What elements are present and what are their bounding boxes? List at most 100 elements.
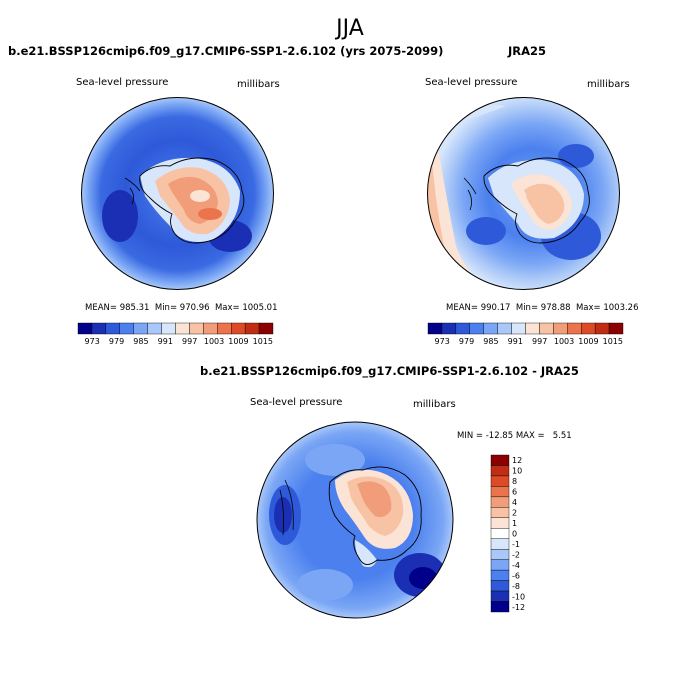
panel2-colorbar-swatch — [581, 322, 596, 335]
panel2-colorbar-swatch — [553, 322, 568, 335]
panel1-colorbar-swatch — [175, 322, 190, 335]
panel3-colorbar-swatch — [490, 528, 510, 539]
panel2-coastline — [483, 157, 590, 244]
panel1-map-border — [81, 97, 274, 290]
panel1-min: 970.96 — [179, 303, 210, 313]
panel3-colorbar-tick-label: -8 — [512, 582, 520, 591]
panel3-colorbar-tick-label: -4 — [512, 561, 520, 570]
panel3-colorbar-tick-label: 4 — [512, 498, 517, 507]
panel2-polar-map — [427, 97, 620, 290]
panel1-colorbar-swatch — [258, 322, 274, 335]
panel1-low-pressure-cell — [102, 190, 138, 242]
panel2-colorbar-swatch — [455, 322, 470, 335]
panel1-colorbar-swatch — [244, 322, 260, 335]
panel2-colorbar-tick-label: 997 — [532, 337, 547, 346]
panel1-mean: 985.31 — [119, 303, 150, 313]
panel1-colorbar-tick-label: 997 — [182, 337, 197, 346]
panel1-colorbar-swatch — [231, 322, 246, 335]
panel3-colorbar-swatch — [490, 517, 510, 529]
panel1-colorbar-swatch — [119, 322, 134, 335]
panel2-colorbar: 973 979 985 991 997 1003 1009 1015 — [427, 322, 624, 346]
panel1-left-label: Sea-level pressure — [76, 77, 169, 88]
panel1-right-label: millibars — [237, 79, 280, 90]
panel3-colorbar-swatch — [490, 580, 510, 592]
panel3-colorbar-tick-label: -2 — [512, 550, 520, 559]
panel3-colorbar-tick-label: 2 — [512, 509, 517, 518]
panel1-colorbar-tick-label: 1009 — [228, 337, 248, 346]
panel2-colorbar-swatch — [441, 322, 457, 335]
panel3-colorbar-tick-label: 0 — [512, 530, 517, 539]
panel3-colorbar-swatch — [490, 486, 510, 498]
panel2-colorbar-swatch — [497, 322, 512, 335]
panel1-colorbar-swatch — [133, 322, 148, 335]
panel2-colorbar-swatch — [511, 322, 526, 335]
panel3-colorbar-tick-label: 8 — [512, 477, 517, 486]
panel3-colorbar-tick-label: 10 — [512, 467, 522, 476]
panel1-colorbar-tick-label: 979 — [109, 337, 124, 346]
panel1-polar-map — [81, 97, 274, 290]
panel2-title: JRA25 — [508, 44, 547, 58]
panel3-colorbar-swatch — [490, 548, 510, 560]
panel2-colorbar-tick-label: 979 — [459, 337, 474, 346]
panel1-colorbar-tick-label: 973 — [85, 337, 100, 346]
panel3-colorbar-tick-label: -10 — [512, 592, 525, 601]
panel2-colorbar-tick-label: 1015 — [603, 337, 623, 346]
panel1-colorbar-swatch — [77, 322, 93, 335]
panel2-right-label: millibars — [587, 79, 630, 90]
panel2-min: 978.88 — [540, 303, 571, 313]
panel1-coastline — [139, 157, 245, 244]
panel1-colorbar-tick-label: 1015 — [253, 337, 273, 346]
panel2-colorbar-swatch — [594, 322, 610, 335]
panel1-colorbar-tick-label: 985 — [133, 337, 148, 346]
panel3-stats: MIN = -12.85 MAX = 5.51 — [457, 431, 572, 441]
panel3-colorbar-swatch — [490, 601, 510, 613]
panel2-map-border — [427, 97, 620, 290]
panel3-colorbar-swatch — [490, 507, 510, 518]
panel3-colorbar-swatch — [490, 538, 510, 550]
panel3-colorbar-swatch — [490, 496, 510, 508]
panel3-colorbar-tick-label: -12 — [512, 603, 525, 612]
panel2-colorbar-swatch — [469, 322, 484, 335]
panel2-colorbar-tick-label: 991 — [508, 337, 523, 346]
panel1-colorbar-swatch — [189, 322, 204, 335]
panel2-colorbar-tick-label: 1009 — [578, 337, 598, 346]
panel2-colorbar-swatch — [567, 322, 582, 335]
panel1-colorbar-swatch — [147, 322, 162, 335]
panel3-left-label: Sea-level pressure — [250, 397, 343, 408]
panel2-max: 1003.26 — [603, 303, 639, 313]
panel2-stats: MEAN= 990.17 Min= 978.88 Max= 1003.26 — [446, 303, 639, 313]
panel2-colorbar-swatch — [427, 322, 443, 335]
panel3-map-border — [256, 421, 454, 619]
panel2-colorbar-tick-label: 985 — [483, 337, 498, 346]
panel2-colorbar-tick-label: 973 — [435, 337, 450, 346]
panel3-colorbar-swatch — [490, 559, 510, 571]
panel3-colorbar-swatch — [490, 454, 510, 466]
panel1-max: 1005.01 — [242, 303, 278, 313]
panel3-coastline — [328, 466, 422, 565]
panel3-colorbar-tick-label: -6 — [512, 571, 520, 580]
panel2-colorbar-swatch — [608, 322, 624, 335]
panel1-stats: MEAN= 985.31 Min= 970.96 Max= 1005.01 — [85, 303, 278, 313]
panel3-polar-map — [256, 421, 454, 619]
panel2-left-label: Sea-level pressure — [425, 77, 518, 88]
panel3-colorbar-tick-label: -1 — [512, 540, 520, 549]
panel2-low-pressure-cell — [466, 217, 506, 245]
panel3-colorbar-tick-label: 6 — [512, 488, 517, 497]
panel2-colorbar-swatch — [483, 322, 498, 335]
figure-title: JJA — [336, 16, 364, 41]
panel1-colorbar-swatch — [91, 322, 107, 335]
panel2-mean: 990.17 — [480, 303, 511, 313]
panel1-colorbar-swatch — [105, 322, 120, 335]
panel3-colorbar-tick-label: 1 — [512, 519, 517, 528]
panel1-colorbar-swatch — [203, 322, 218, 335]
panel3-colorbar-swatch — [490, 475, 510, 487]
panel3-colorbar-swatch — [490, 569, 510, 581]
panel1-title: b.e21.BSSP126cmip6.f09_g17.CMIP6-SSP1-2.… — [8, 44, 444, 58]
panel1-colorbar-tick-label: 991 — [158, 337, 173, 346]
panel3-colorbar-tick-label: 12 — [512, 456, 522, 465]
panel3-colorbar-swatch — [490, 465, 510, 477]
panel2-colorbar-swatch — [525, 322, 540, 335]
panel3-colorbar-swatch — [490, 590, 510, 602]
panel1-colorbar-tick-label: 1003 — [204, 337, 224, 346]
panel2-colorbar-swatch — [539, 322, 554, 335]
